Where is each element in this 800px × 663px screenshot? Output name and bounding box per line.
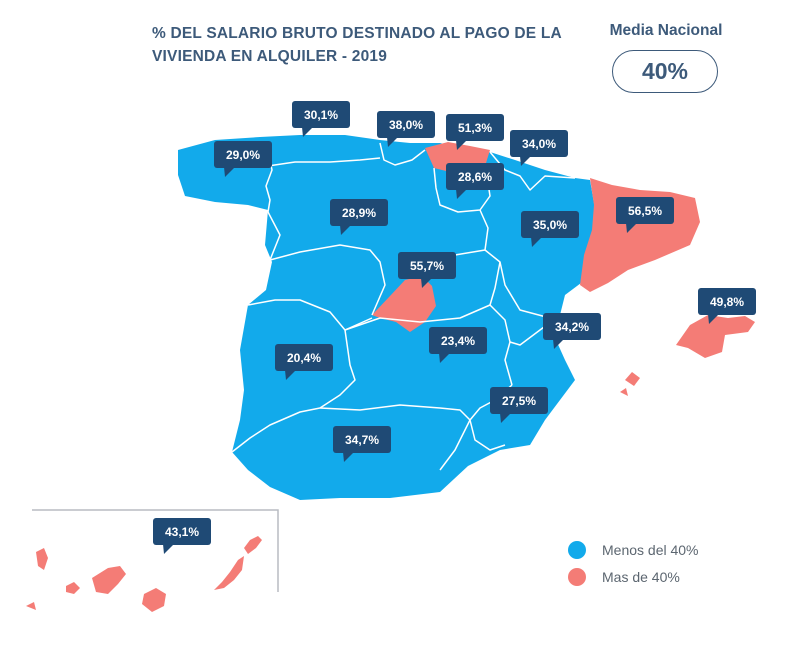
callout-value: 34,2% bbox=[555, 320, 589, 334]
callout-pointer bbox=[531, 237, 542, 247]
callout-box bbox=[275, 344, 333, 371]
callout-box bbox=[490, 387, 548, 414]
callout-aragon: 35,0% bbox=[521, 211, 579, 247]
callout-andalucia: 34,7% bbox=[333, 426, 391, 462]
legend-label-above: Mas de 40% bbox=[602, 569, 680, 585]
callout-pointer bbox=[520, 156, 531, 166]
callout-value: 28,6% bbox=[458, 170, 492, 184]
callout-box bbox=[616, 197, 674, 224]
callout-value: 35,0% bbox=[533, 218, 567, 232]
callout-pointer bbox=[456, 140, 467, 150]
callout-value: 30,1% bbox=[304, 108, 338, 122]
callout-castilla-la-mancha: 23,4% bbox=[429, 327, 487, 363]
callout-pointer bbox=[302, 127, 313, 137]
callout-la-rioja: 28,6% bbox=[446, 163, 504, 199]
callout-pointer bbox=[224, 167, 235, 177]
callout-madrid: 55,7% bbox=[398, 252, 456, 288]
callout-pointer bbox=[163, 544, 174, 554]
callout-asturias: 30,1% bbox=[292, 101, 350, 137]
callout-value: 49,8% bbox=[710, 295, 744, 309]
callout-pointer bbox=[439, 353, 450, 363]
national-average-value: 40% bbox=[612, 50, 718, 93]
callout-value: 34,0% bbox=[522, 137, 556, 151]
region-cataluna-shape bbox=[580, 178, 700, 292]
national-average-label: Media Nacional bbox=[609, 22, 723, 39]
callout-pointer bbox=[456, 189, 467, 199]
callout-value: 23,4% bbox=[441, 334, 475, 348]
callout-pointer bbox=[285, 370, 296, 380]
callout-extremadura: 20,4% bbox=[275, 344, 333, 380]
callout-box bbox=[446, 114, 504, 141]
callout-value: 56,5% bbox=[628, 204, 662, 218]
legend-item-above: Mas de 40% bbox=[568, 568, 680, 586]
region-baleares-shape bbox=[620, 315, 755, 396]
region-madrid-shape bbox=[372, 276, 436, 332]
callout-box bbox=[330, 199, 388, 226]
region-callouts: 29,0% 30,1% 38,0% 51,3% 34,0% 28,6% 28,9% 56,5%… bbox=[153, 101, 756, 554]
callout-box bbox=[377, 111, 435, 138]
callout-box bbox=[543, 313, 601, 340]
callout-box bbox=[153, 518, 211, 545]
callout-pointer bbox=[626, 223, 637, 233]
callout-value: 55,7% bbox=[410, 259, 444, 273]
callout-cataluna: 56,5% bbox=[616, 197, 674, 233]
callout-value: 34,7% bbox=[345, 433, 379, 447]
callout-pointer bbox=[343, 452, 354, 462]
callout-value: 51,3% bbox=[458, 121, 492, 135]
legend-label-below: Menos del 40% bbox=[602, 542, 699, 558]
callout-value: 38,0% bbox=[389, 118, 423, 132]
callout-value: 29,0% bbox=[226, 148, 260, 162]
callout-canarias: 43,1% bbox=[153, 518, 211, 554]
callout-value: 28,9% bbox=[342, 206, 376, 220]
callout-box bbox=[521, 211, 579, 238]
callout-box bbox=[429, 327, 487, 354]
legend-item-below: Menos del 40% bbox=[568, 541, 699, 559]
region-canarias-shape bbox=[26, 536, 262, 612]
callout-box bbox=[698, 288, 756, 315]
callout-box bbox=[333, 426, 391, 453]
map-title: % DEL SALARIO BRUTO DESTINADO AL PAGO DE… bbox=[152, 25, 562, 65]
callout-box bbox=[510, 130, 568, 157]
callout-murcia: 27,5% bbox=[490, 387, 548, 423]
legend-dot-above bbox=[568, 568, 586, 586]
callout-pointer bbox=[421, 278, 432, 288]
callout-pointer bbox=[500, 413, 511, 423]
callout-box bbox=[398, 252, 456, 279]
callout-comunidad-valenciana: 34,2% bbox=[543, 313, 601, 349]
callout-box bbox=[446, 163, 504, 190]
canarias-inset-frame bbox=[32, 509, 279, 592]
callout-castilla-y-leon: 28,9% bbox=[330, 199, 388, 235]
callout-cantabria: 38,0% bbox=[377, 111, 435, 147]
callout-box bbox=[214, 141, 272, 168]
callout-pointer bbox=[553, 339, 564, 349]
callout-pointer bbox=[708, 314, 719, 324]
callout-baleares: 49,8% bbox=[698, 288, 756, 324]
legend-dot-below bbox=[568, 541, 586, 559]
callout-value: 27,5% bbox=[502, 394, 536, 408]
callout-pointer bbox=[340, 225, 351, 235]
callout-navarra: 34,0% bbox=[510, 130, 568, 166]
callout-pointer bbox=[387, 137, 398, 147]
callout-value: 43,1% bbox=[165, 525, 199, 539]
callout-value: 20,4% bbox=[287, 351, 321, 365]
callout-pais-vasco: 51,3% bbox=[446, 114, 504, 150]
callout-galicia: 29,0% bbox=[214, 141, 272, 177]
callout-box bbox=[292, 101, 350, 128]
